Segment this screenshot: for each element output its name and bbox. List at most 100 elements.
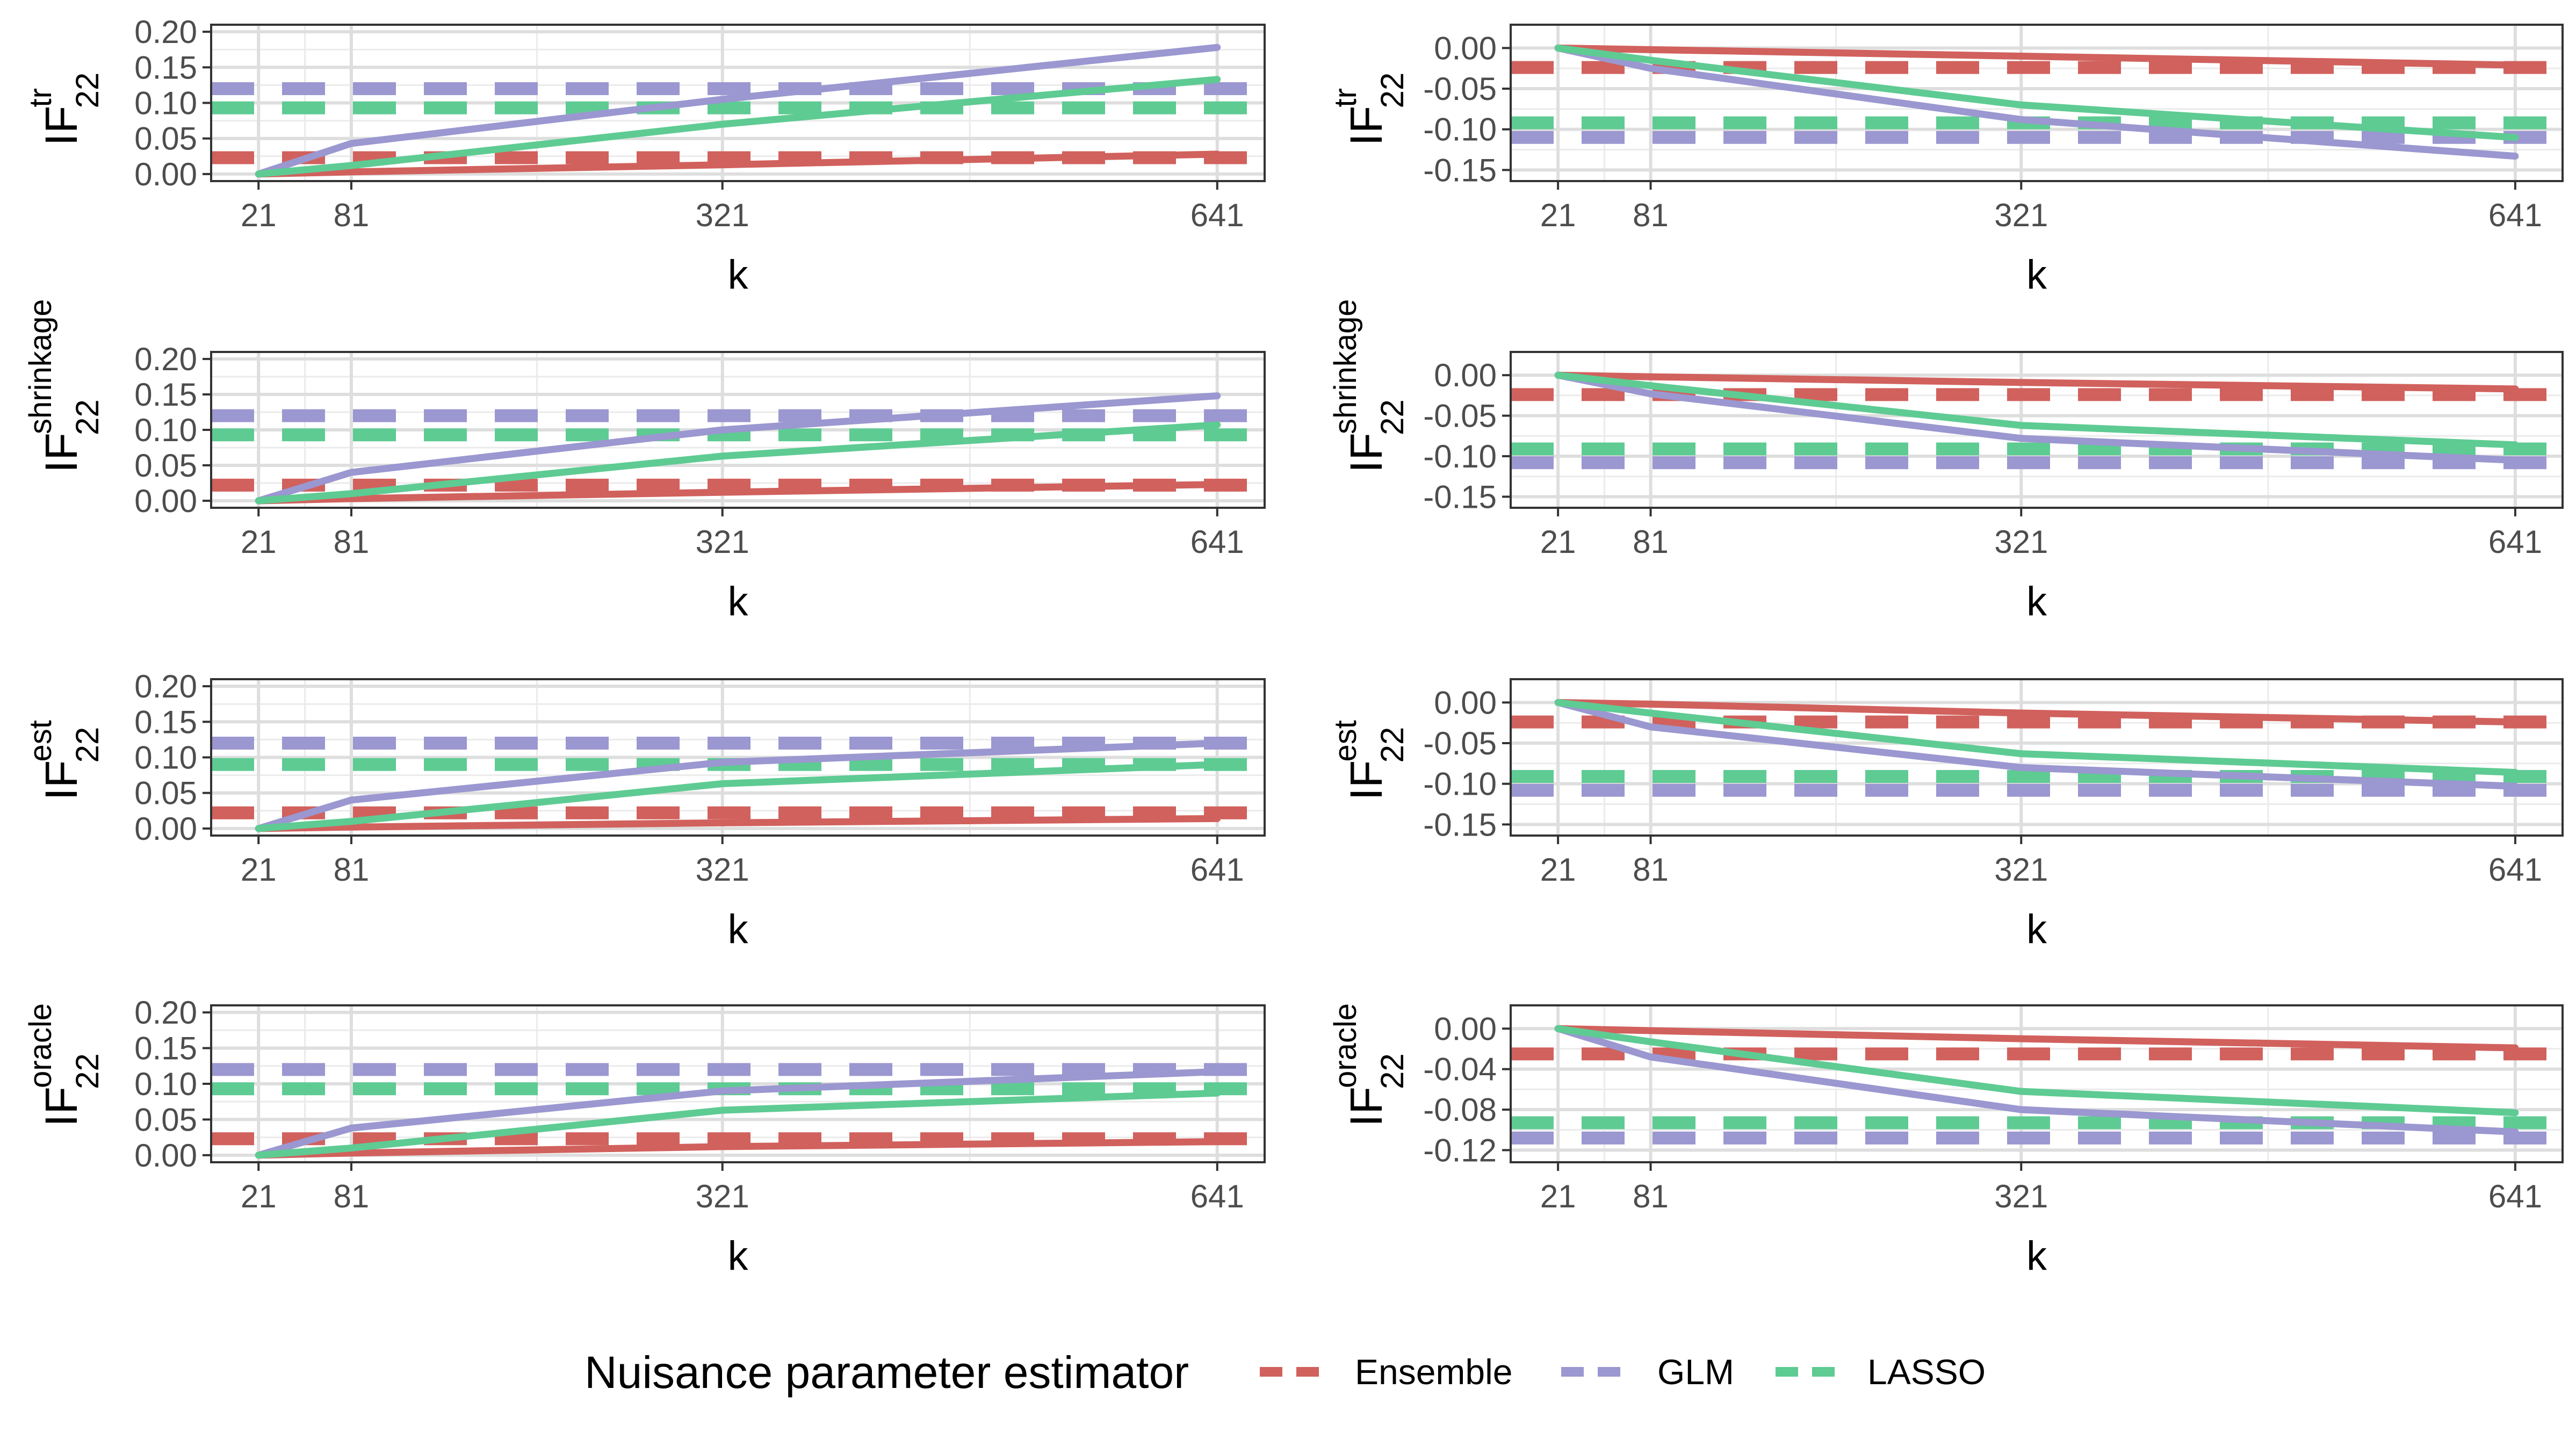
y-tick-label: -0.15 (1423, 152, 1497, 188)
series-line-lasso (255, 1089, 1221, 1159)
x-axis-title: k (2026, 906, 2047, 952)
y-axis-title-base: IF (36, 433, 86, 473)
y-tick-label: 0.20 (134, 668, 197, 704)
series-line-ensemble (1554, 44, 2519, 69)
x-tick-label: 81 (1633, 524, 1669, 560)
x-tick-label: 641 (2488, 524, 2542, 560)
x-tick-label: 81 (334, 852, 370, 888)
series-line-glm (1554, 1025, 2519, 1136)
y-axis-title-subscript: 22 (1374, 1053, 1410, 1089)
y-axis-title-superscript: est (23, 720, 58, 761)
legend-item-ensemble: Ensemble (1260, 1352, 1513, 1392)
panel-border (1510, 24, 2564, 182)
y-tick-label: 0.20 (134, 995, 197, 1031)
series-line-glm (1554, 371, 2519, 464)
y-tick-label: 0.15 (134, 377, 197, 413)
y-axis-title-subscript: 22 (69, 73, 105, 109)
y-tick-label: 0.15 (134, 704, 197, 740)
legend-label-lasso: LASSO (1867, 1352, 1986, 1392)
x-tick-label: 321 (1994, 197, 2048, 233)
y-axis-title-base: IF (1341, 106, 1391, 146)
x-axis: 21 81 321 641 (241, 836, 1244, 888)
x-axis: 21 81 321 641 (241, 181, 1244, 233)
x-tick-label: 641 (1190, 852, 1244, 888)
x-tick-label: 81 (1633, 852, 1669, 888)
y-tick-label: 0.05 (134, 448, 197, 484)
legend-item-glm: GLM (1561, 1352, 1734, 1392)
series-line-glm (255, 739, 1221, 832)
y-tick-label: 0.05 (134, 121, 197, 157)
series-lines (1554, 44, 2519, 160)
y-axis-title-base: IF (1341, 433, 1391, 473)
x-tick-label: 641 (2488, 852, 2542, 888)
x-tick-label: 21 (241, 524, 277, 560)
y-axis-title-base: IF (36, 760, 86, 801)
x-tick-label: 81 (334, 197, 370, 233)
x-tick-label: 641 (1190, 524, 1244, 560)
y-axis: 0.00 -0.05 -0.10 -0.15 (1423, 685, 1511, 843)
y-tick-label: 0.00 (1434, 30, 1497, 66)
x-tick-label: 81 (334, 1178, 370, 1214)
y-tick-label: -0.15 (1423, 807, 1497, 843)
reference-lines (211, 737, 1265, 819)
x-tick-label: 641 (1190, 197, 1244, 233)
y-tick-label: 0.05 (134, 1102, 197, 1138)
y-tick-label: -0.10 (1423, 438, 1497, 474)
x-axis-title: k (728, 1233, 749, 1279)
series-line-lasso (1554, 1025, 2519, 1117)
x-tick-label: 21 (241, 197, 277, 233)
x-axis-title: k (728, 579, 749, 624)
y-axis-title-superscript: oracle (1328, 1003, 1363, 1088)
x-axis-title: k (728, 906, 749, 952)
y-tick-label: 0.15 (134, 49, 197, 85)
y-axis: 0.00 -0.04 -0.08 -0.12 (1423, 1011, 1511, 1168)
y-tick-label: 0.00 (1434, 685, 1497, 721)
y-axis-title-base: IF (1341, 1086, 1391, 1127)
y-tick-label: -0.15 (1423, 479, 1497, 515)
y-tick-label: -0.05 (1423, 398, 1497, 434)
x-tick-label: 321 (696, 524, 749, 560)
y-tick-label: 0.00 (134, 1138, 197, 1174)
x-tick-label: 641 (2488, 197, 2542, 233)
series-line-lasso (255, 421, 1221, 505)
y-axis-title-superscript: tr (1328, 88, 1363, 107)
legend-title: Nuisance parameter estimator (585, 1347, 1189, 1398)
series-line-glm (255, 1068, 1221, 1159)
x-axis-title: k (2026, 252, 2047, 298)
y-tick-label: -0.05 (1423, 725, 1497, 761)
x-axis: 21 81 321 641 (241, 508, 1244, 560)
y-tick-label: 0.10 (134, 85, 197, 121)
x-tick-label: 321 (1994, 1178, 2048, 1214)
y-axis-title-base: IF (36, 1086, 86, 1127)
x-axis: 21 81 321 641 (1540, 1162, 2542, 1214)
panel-border (1510, 1004, 2564, 1163)
x-tick-label: 81 (1633, 1178, 1669, 1214)
series-line-ensemble (1554, 699, 2519, 726)
x-tick-label: 641 (2488, 1178, 2542, 1214)
series-line-glm (1554, 699, 2519, 790)
y-tick-label: 0.00 (134, 811, 197, 847)
y-axis-title-superscript: est (1328, 720, 1363, 761)
series-lines (255, 392, 1221, 505)
x-tick-label: 321 (696, 1178, 749, 1214)
series-lines (1554, 1025, 2519, 1136)
series-line-glm (255, 44, 1221, 178)
y-tick-label: 0.20 (134, 341, 197, 377)
x-axis: 21 81 321 641 (241, 1162, 1244, 1214)
y-axis: 0.000.050.100.150.20 (134, 995, 211, 1174)
x-tick-label: 321 (1994, 524, 2048, 560)
y-tick-label: 0.10 (134, 412, 197, 448)
